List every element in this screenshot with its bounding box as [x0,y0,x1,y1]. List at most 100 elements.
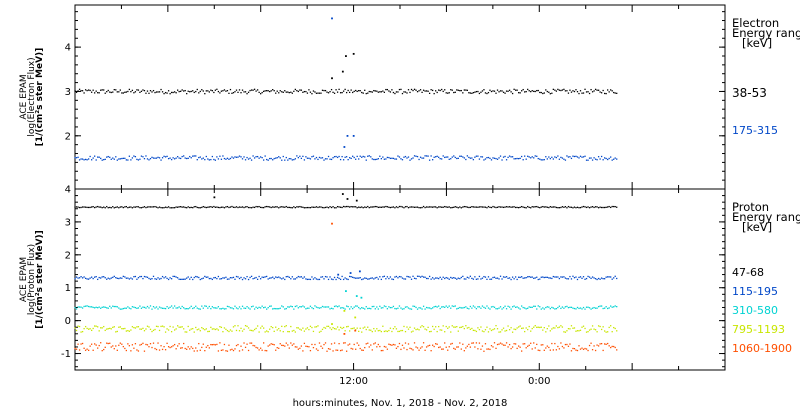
data-point [607,342,609,345]
data-point [610,276,612,278]
data-point [388,306,390,308]
data-point [128,88,131,91]
data-point [373,89,375,92]
data-point [125,349,127,352]
data-point [489,348,491,351]
data-point [275,157,277,159]
data-point [234,206,236,209]
data-point [312,90,315,92]
data-point [394,92,396,95]
data-point [118,207,120,209]
data-point [386,330,389,333]
data-point [119,89,121,91]
legend-entry: 47-68 [732,266,764,279]
data-point [404,155,407,158]
data-point [400,88,402,91]
data-point [282,330,284,333]
data-point [247,327,250,329]
data-point [616,92,618,94]
data-point [341,349,343,351]
data-point [347,89,349,92]
data-point [560,276,562,278]
data-point [314,158,316,160]
data-point [275,326,277,328]
data-point [201,305,203,307]
data-point [584,88,586,90]
data-point [406,92,408,94]
data-point [484,343,487,345]
data-point [453,305,455,308]
data-point [78,88,81,90]
data-point [379,345,381,348]
data-point [261,206,263,209]
data-point [560,156,562,159]
data-point [587,331,589,333]
data-point [136,349,138,351]
data-point [201,206,203,209]
data-point [163,346,165,348]
data-point [279,343,281,345]
data-point [154,347,156,350]
data-point [323,278,325,280]
data-point [412,275,414,277]
data-point [466,345,468,347]
data-point [81,277,84,279]
data-point [338,342,340,345]
data-point [355,158,357,160]
data-point [516,327,518,329]
series-310-580 [74,290,618,310]
data-point [368,278,370,280]
data-point [596,206,598,208]
data-point [566,305,568,308]
data-point [549,93,551,95]
data-point [338,206,340,208]
data-point [297,348,300,350]
data-point [155,278,158,280]
data-point [181,347,183,349]
data-point [374,330,376,332]
data-point [158,206,161,208]
data-point [564,90,567,92]
data-point [575,349,577,351]
data-point [160,88,162,91]
data-point [578,307,580,310]
data-point [353,306,355,308]
data-point [582,276,585,278]
data-point [456,89,458,91]
data-point [536,89,538,92]
data-point [222,277,224,279]
data-point [572,307,574,309]
data-point [318,92,321,94]
data-point [477,155,479,157]
data-point [272,159,274,161]
data-point [561,89,564,91]
data-point [190,157,192,159]
data-point [465,306,467,308]
data-point [81,206,84,208]
data-point [614,327,616,330]
data-point [358,158,360,160]
data-point [300,89,303,91]
data-point [205,305,207,307]
data-point [252,344,254,347]
data-point [164,156,167,158]
data-point [269,277,271,279]
data-point [178,157,180,159]
data-point [608,91,610,93]
data-point [287,275,289,278]
data-point [258,91,260,94]
data-point [371,206,373,208]
data-point [371,91,373,93]
data-point [415,328,417,331]
data-point [546,276,548,279]
data-point [184,89,186,92]
data-point [80,158,82,160]
data-point [275,276,277,278]
data-point [516,157,518,160]
data-point [180,157,182,160]
data-point [530,90,532,93]
data-point [167,157,170,160]
data-point [358,277,360,279]
data-point [355,89,357,92]
data-point [95,325,97,327]
